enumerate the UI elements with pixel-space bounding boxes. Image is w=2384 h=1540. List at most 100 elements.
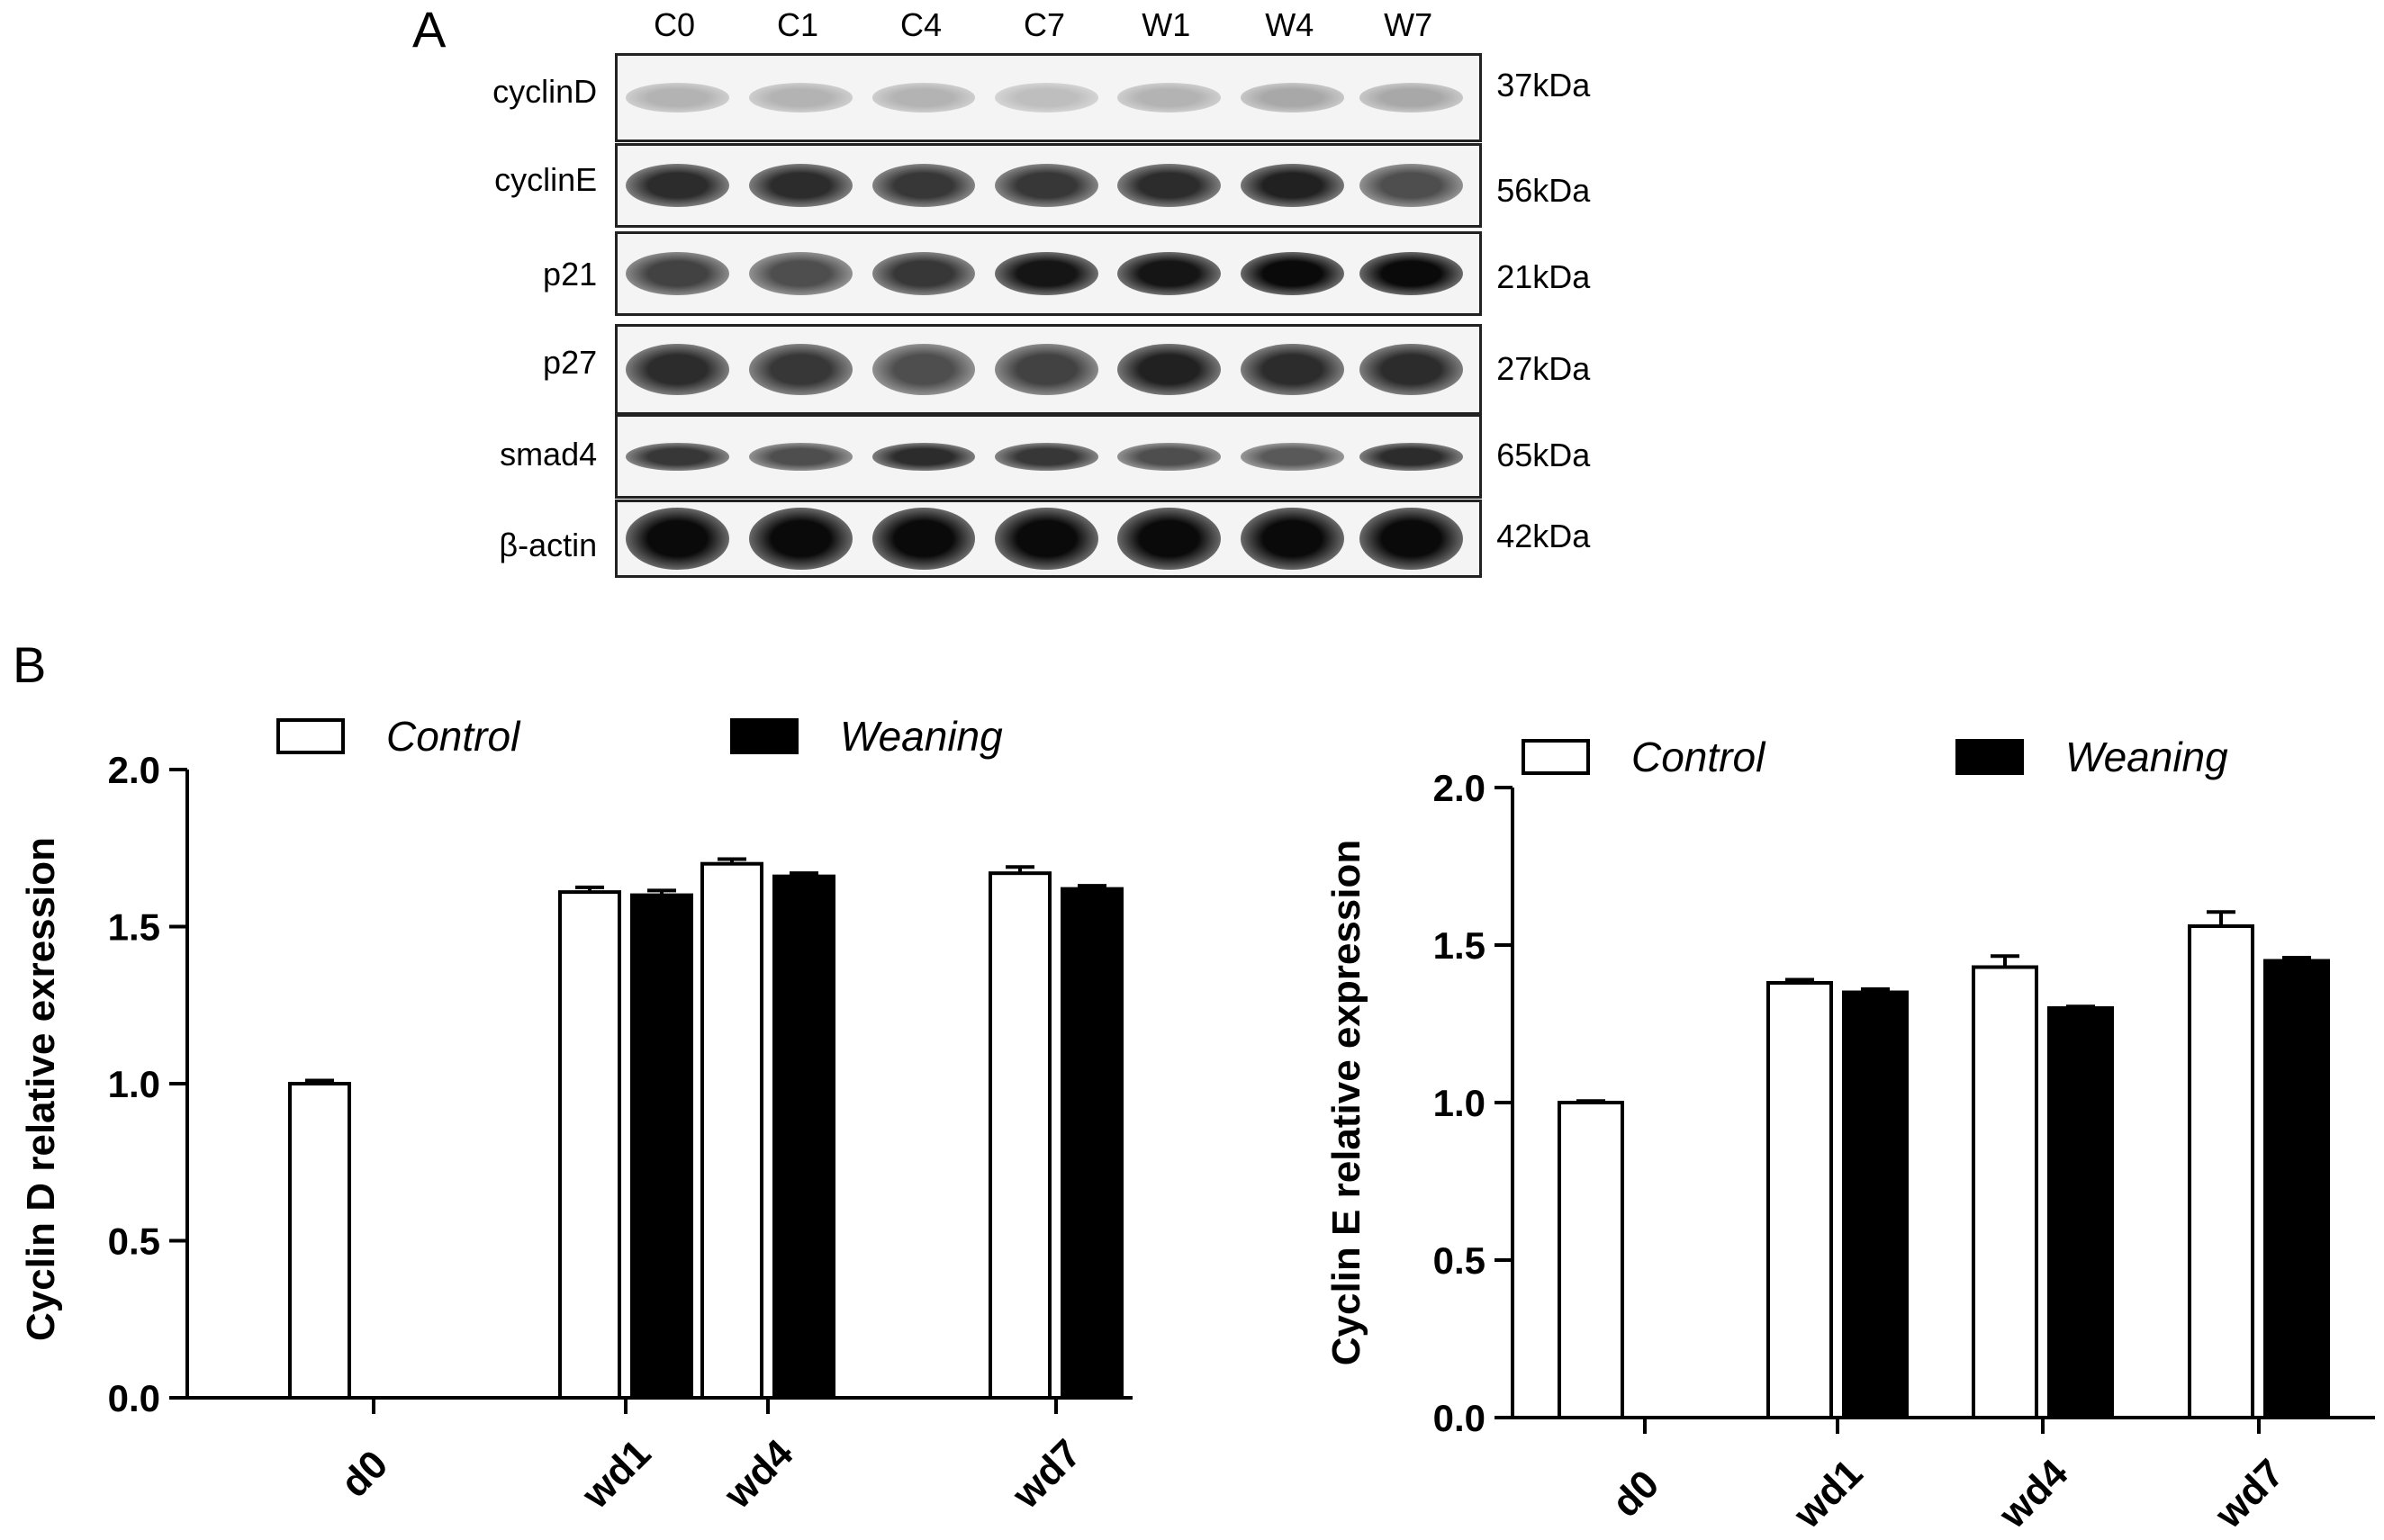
lane-label-c4: C4 <box>899 5 943 43</box>
bar-weaning-wd7 <box>1061 887 1124 1400</box>
blot-4 <box>615 324 1483 416</box>
band-w1 <box>1116 83 1221 113</box>
band-c7 <box>995 252 1099 296</box>
y-tick-label: 0.5 <box>108 1220 160 1263</box>
x-tick-label: d0 <box>1603 1462 1667 1526</box>
legend-label-weaning: Weaning <box>840 713 1003 760</box>
bar-weaning-wd1 <box>1842 990 1909 1419</box>
panel-a-letter: A <box>412 1 447 58</box>
x-tick-label: wd1 <box>1784 1451 1871 1537</box>
protein-label: cyclinD <box>492 72 598 110</box>
bar-weaning-wd4 <box>2047 1006 2114 1419</box>
protein-label: smad4 <box>500 435 598 473</box>
blot-6 <box>615 500 1483 579</box>
bar-control-d0 <box>288 1082 351 1400</box>
bar-control-wd1 <box>1766 981 1833 1419</box>
band-c7 <box>995 508 1099 571</box>
blot-1 <box>615 53 1483 143</box>
legend-label-control: Control <box>1631 734 1766 780</box>
band-c4 <box>871 83 976 113</box>
band-c0 <box>625 83 729 113</box>
band-w7 <box>1359 83 1463 113</box>
band-c7 <box>995 83 1099 113</box>
band-w7 <box>1359 344 1463 396</box>
band-c0 <box>625 344 729 396</box>
band-w4 <box>1240 252 1344 296</box>
legend-swatch-weaning <box>730 718 799 754</box>
band-c4 <box>871 344 976 396</box>
kda-label: 42kDa <box>1496 518 1591 555</box>
blot-2 <box>615 143 1483 229</box>
legend-swatch-control <box>1522 739 1590 775</box>
bar-weaning-wd1 <box>630 893 693 1400</box>
band-w1 <box>1116 442 1221 471</box>
band-w7 <box>1359 508 1463 571</box>
x-tick-label: wd4 <box>715 1431 801 1517</box>
band-c1 <box>748 252 853 296</box>
protein-label: p27 <box>543 344 598 382</box>
y-tick-label: 1.5 <box>1433 924 1485 967</box>
band-w7 <box>1359 252 1463 296</box>
band-c7 <box>995 344 1099 396</box>
band-w4 <box>1240 83 1344 113</box>
y-tick-label: 2.0 <box>1433 767 1485 809</box>
x-tick-label: wd1 <box>573 1431 659 1517</box>
y-tick-label: 1.5 <box>108 906 160 949</box>
band-c1 <box>748 83 853 113</box>
lane-label-w7: W7 <box>1384 5 1433 43</box>
bar-control-wd4 <box>1972 965 2038 1419</box>
legend-swatch-weaning <box>1955 739 2024 775</box>
blot-5 <box>615 414 1483 500</box>
band-w4 <box>1240 344 1344 396</box>
blot-3 <box>615 231 1483 317</box>
protein-label: cyclinE <box>494 161 598 199</box>
protein-label: p21 <box>543 256 598 293</box>
kda-label: 27kDa <box>1496 349 1591 387</box>
band-c1 <box>748 508 853 571</box>
bar-control-wd7 <box>2188 924 2254 1419</box>
lane-label-c0: C0 <box>654 5 696 43</box>
band-w1 <box>1116 508 1221 571</box>
band-c0 <box>625 252 729 296</box>
x-tick-label: d0 <box>332 1442 396 1506</box>
kda-label: 56kDa <box>1496 171 1591 209</box>
x-tick-label: wd7 <box>2206 1451 2292 1537</box>
band-w7 <box>1359 163 1463 208</box>
band-c1 <box>748 344 853 396</box>
lane-label-w1: W1 <box>1142 5 1191 43</box>
bar-weaning-wd4 <box>772 874 835 1400</box>
legend-label-weaning: Weaning <box>2065 734 2228 780</box>
band-w1 <box>1116 252 1221 296</box>
panel-b-letter: B <box>13 636 47 693</box>
band-c0 <box>625 163 729 208</box>
x-tick-label: wd4 <box>1990 1451 2076 1537</box>
band-c4 <box>871 508 976 571</box>
band-w7 <box>1359 442 1463 471</box>
bar-weaning-wd7 <box>2263 959 2330 1419</box>
lane-label-c1: C1 <box>777 5 819 43</box>
y-tick-label: 1.0 <box>1433 1082 1485 1124</box>
kda-label: 37kDa <box>1496 67 1591 104</box>
y-axis-label: Cyclin E relative expression <box>1324 840 1368 1366</box>
band-w1 <box>1116 163 1221 208</box>
band-c4 <box>871 442 976 471</box>
band-c1 <box>748 163 853 208</box>
band-c7 <box>995 442 1099 471</box>
kda-label: 65kDa <box>1496 437 1591 474</box>
lane-label-c7: C7 <box>1023 5 1065 43</box>
protein-label: β-actin <box>499 527 598 564</box>
y-tick-label: 0.0 <box>108 1377 160 1419</box>
band-c7 <box>995 163 1099 208</box>
bar-control-wd1 <box>558 890 621 1400</box>
bar-control-d0 <box>1558 1101 1624 1419</box>
bar-control-wd7 <box>989 871 1052 1400</box>
bar-control-wd4 <box>700 861 763 1400</box>
x-tick-label: wd7 <box>1003 1431 1089 1517</box>
band-w4 <box>1240 442 1344 471</box>
kda-label: 21kDa <box>1496 258 1591 296</box>
legend-label-control: Control <box>386 713 521 760</box>
band-w4 <box>1240 508 1344 571</box>
band-c1 <box>748 442 853 471</box>
y-tick-label: 1.0 <box>108 1063 160 1105</box>
